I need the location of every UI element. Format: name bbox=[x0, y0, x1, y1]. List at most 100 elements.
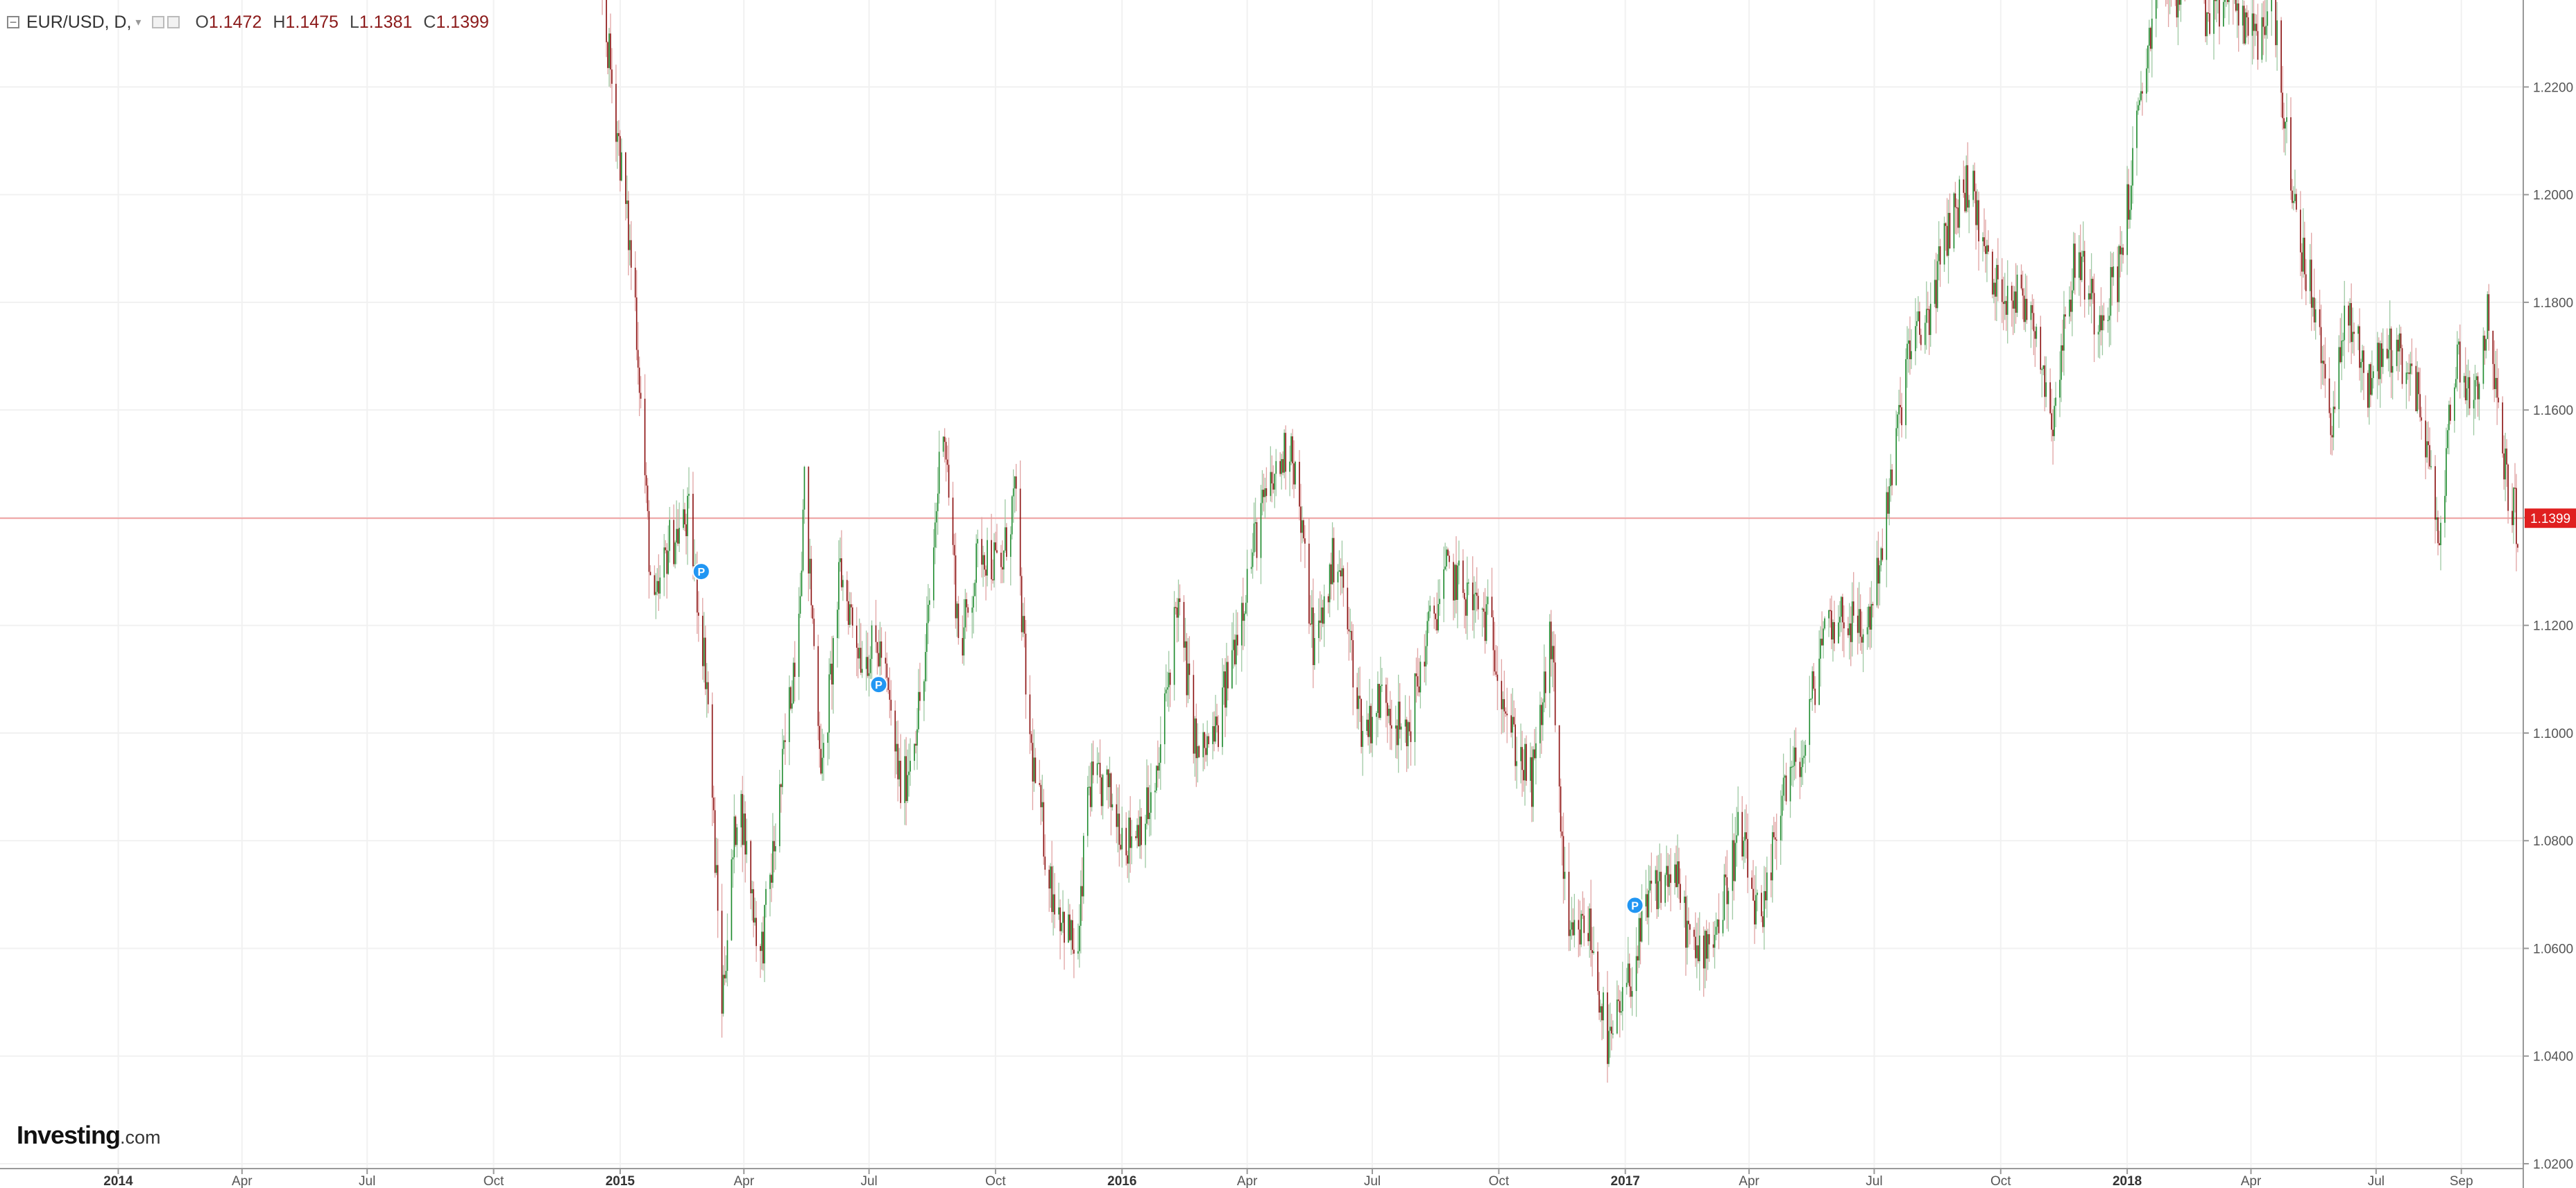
candle-up bbox=[1542, 702, 1544, 725]
candle-down bbox=[714, 810, 716, 873]
candle-down bbox=[1282, 458, 1283, 473]
close-icon[interactable] bbox=[167, 16, 180, 28]
time-tick-label: Apr bbox=[1237, 1174, 1258, 1188]
candle-up bbox=[1600, 1006, 1601, 1013]
candle-down bbox=[2378, 343, 2380, 379]
candle-up bbox=[1704, 931, 1706, 969]
candle-up bbox=[1696, 945, 1698, 958]
candle-down bbox=[1069, 914, 1071, 940]
candle-up bbox=[775, 846, 776, 852]
candle-up bbox=[1959, 179, 1961, 228]
time-axis[interactable]: 2014 Apr Jul Oct 2015 Apr Jul Oct 2016 Apr Jul Oct 2… bbox=[103, 1169, 2473, 1188]
candle-down bbox=[677, 528, 679, 544]
candle-down bbox=[1006, 527, 1007, 557]
symbol-label[interactable]: EUR/USD, D, bbox=[26, 12, 132, 32]
settings-icon[interactable] bbox=[152, 16, 165, 28]
candle-up bbox=[1824, 618, 1825, 629]
candle-down bbox=[1814, 689, 1816, 705]
candle-up bbox=[1620, 1011, 1622, 1013]
event-marker[interactable]: P bbox=[692, 562, 710, 581]
collapse-legend-icon[interactable]: − bbox=[7, 16, 19, 28]
candle-down bbox=[2209, 13, 2210, 34]
candle-up bbox=[1898, 404, 1900, 415]
price-tick-label: 1.1600 bbox=[2533, 404, 2573, 418]
candle-down bbox=[1741, 811, 1743, 857]
chevron-down-icon[interactable]: ▾ bbox=[135, 17, 142, 28]
candle-down bbox=[2093, 293, 2095, 335]
candle-down bbox=[615, 83, 617, 142]
candle-up bbox=[928, 605, 929, 623]
candle-down bbox=[1179, 598, 1181, 602]
candle-down bbox=[2237, 3, 2240, 26]
candle-up bbox=[1617, 999, 1618, 1034]
candle-down bbox=[1553, 646, 1555, 663]
candle-down bbox=[717, 865, 719, 911]
candle-up bbox=[1404, 719, 1406, 727]
candle-down bbox=[2002, 302, 2004, 304]
candle-down bbox=[1169, 672, 1171, 685]
candle-down bbox=[894, 710, 896, 752]
candle-down bbox=[2351, 302, 2352, 343]
candle-down bbox=[2062, 345, 2063, 351]
candle-up bbox=[1737, 811, 1739, 836]
candle-up bbox=[1362, 730, 1363, 747]
candle-down bbox=[2178, 0, 2181, 5]
candle-up bbox=[2097, 332, 2099, 335]
candle-up bbox=[1791, 766, 1793, 768]
candle-up bbox=[1197, 746, 1199, 759]
candle-down bbox=[2100, 315, 2102, 331]
candle-down bbox=[1746, 832, 1747, 839]
candle-down bbox=[637, 350, 639, 368]
time-tick-label: Jul bbox=[359, 1174, 375, 1188]
event-marker-label: P bbox=[697, 567, 705, 578]
candle-down bbox=[2328, 378, 2330, 413]
candle-down bbox=[1310, 623, 1311, 625]
candle-up bbox=[1426, 621, 1428, 646]
candle-up bbox=[1061, 922, 1062, 931]
candle-up bbox=[1096, 763, 1098, 775]
price-axis[interactable]: 1.02001.04001.06001.08001.10001.12001.14… bbox=[2523, 0, 2573, 1172]
candle-up bbox=[1828, 610, 1829, 619]
candle-down bbox=[955, 555, 957, 619]
candle-down bbox=[1072, 920, 1073, 950]
candle-down bbox=[756, 918, 757, 947]
candle-up bbox=[1068, 914, 1069, 943]
candle-up bbox=[2041, 369, 2043, 370]
event-marker[interactable]: P bbox=[869, 675, 888, 694]
candle-up bbox=[667, 551, 669, 574]
candle-up bbox=[2013, 291, 2015, 309]
candle-up bbox=[1458, 560, 1460, 566]
candle-down bbox=[1390, 725, 1392, 729]
candle-down bbox=[1843, 622, 1845, 629]
time-tick-label: Jul bbox=[860, 1174, 877, 1188]
candle-down bbox=[1424, 662, 1426, 666]
candle-down bbox=[1628, 963, 1630, 987]
candle-up bbox=[2357, 326, 2359, 334]
candle-down bbox=[1901, 407, 1902, 426]
candle-up bbox=[2444, 496, 2446, 523]
candle-down bbox=[1562, 836, 1564, 879]
candle-up bbox=[1245, 603, 1247, 614]
candle-down bbox=[2033, 313, 2035, 332]
candle-up bbox=[2398, 333, 2400, 352]
candle-up bbox=[1295, 461, 1296, 485]
event-marker[interactable]: P bbox=[1626, 896, 1644, 915]
candle-down bbox=[1521, 747, 1523, 771]
candle-up bbox=[1564, 872, 1566, 879]
candle-down bbox=[1477, 596, 1479, 610]
candle-up bbox=[1886, 492, 1888, 560]
candle-up bbox=[1194, 718, 1196, 754]
candle-down bbox=[967, 607, 969, 613]
candle-down bbox=[1985, 246, 1986, 255]
candle-down bbox=[1526, 743, 1527, 781]
candle-down bbox=[2079, 252, 2081, 280]
candle-up bbox=[1226, 662, 1227, 708]
candle-down bbox=[654, 575, 656, 595]
candle-down bbox=[2103, 315, 2105, 321]
candle-up bbox=[1154, 790, 1156, 793]
candle-up bbox=[938, 451, 940, 494]
candle-down bbox=[2015, 291, 2017, 313]
candle-up bbox=[937, 493, 939, 512]
candle-up bbox=[2440, 522, 2441, 546]
